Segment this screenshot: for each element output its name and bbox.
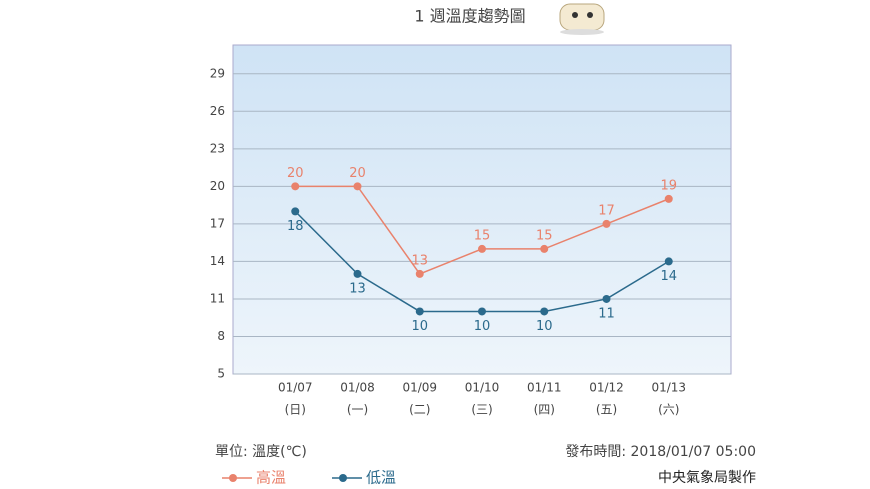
chart-title: 1 週溫度趨勢圖 [414,7,525,26]
data-label: 20 [287,166,304,181]
y-tick-label: 23 [210,141,225,155]
data-label: 20 [349,166,366,181]
x-tick-sublabel: (二) [409,403,430,417]
data-label: 15 [474,228,491,243]
y-tick-label: 17 [210,216,225,230]
x-tick-label: 01/12 [589,381,624,395]
legend-label: 高溫 [256,469,286,487]
y-tick-label: 8 [217,329,225,343]
y-tick-label: 11 [210,291,225,305]
x-tick-label: 01/09 [402,381,437,395]
x-tick-sublabel: (三) [471,403,492,417]
legend-label: 低溫 [366,469,396,487]
legend-marker [339,474,347,482]
x-tick-sublabel: (日) [285,403,306,417]
data-point [664,257,673,266]
data-label: 15 [536,228,553,243]
data-point [415,307,424,316]
data-point [353,269,362,278]
unit-note: 單位: 溫度(℃) [215,444,307,460]
data-point [664,194,673,203]
data-point [291,207,300,216]
data-point [478,307,486,316]
data-label: 13 [349,281,366,296]
plot-area [232,44,732,375]
data-label: 17 [598,203,615,218]
data-point [540,244,549,253]
data-point [602,219,611,228]
issued-note: 發布時間: 2018/01/07 05:00 [565,444,756,460]
data-label: 10 [474,319,491,334]
data-point [353,182,362,191]
x-tick-sublabel: (六) [658,403,679,417]
data-point [602,294,611,303]
data-point [291,182,300,191]
y-tick-label: 5 [217,367,225,381]
y-tick-label: 29 [210,66,225,80]
x-tick-sublabel: (一) [347,403,368,417]
x-tick-label: 01/11 [527,381,562,395]
mascot-icon [559,3,605,35]
y-tick-label: 26 [210,104,225,118]
y-tick-label: 20 [210,179,225,193]
data-label: 10 [536,319,553,334]
x-tick-label: 01/10 [465,381,500,395]
x-tick-sublabel: (四) [534,403,555,417]
data-label: 18 [287,219,304,234]
data-point [540,307,549,316]
data-point [415,269,424,278]
legend-marker [229,474,237,482]
data-label: 10 [411,319,428,334]
x-tick-sublabel: (五) [596,403,617,417]
credit: 中央氣象局製作 [658,470,756,486]
data-label: 14 [660,269,677,284]
data-label: 11 [598,306,615,321]
x-tick-label: 01/13 [651,381,686,395]
data-label: 19 [660,178,677,193]
data-point [478,244,486,253]
x-tick-label: 01/07 [278,381,313,395]
x-tick-label: 01/08 [340,381,375,395]
y-tick-label: 14 [210,254,225,268]
data-label: 13 [411,253,428,268]
